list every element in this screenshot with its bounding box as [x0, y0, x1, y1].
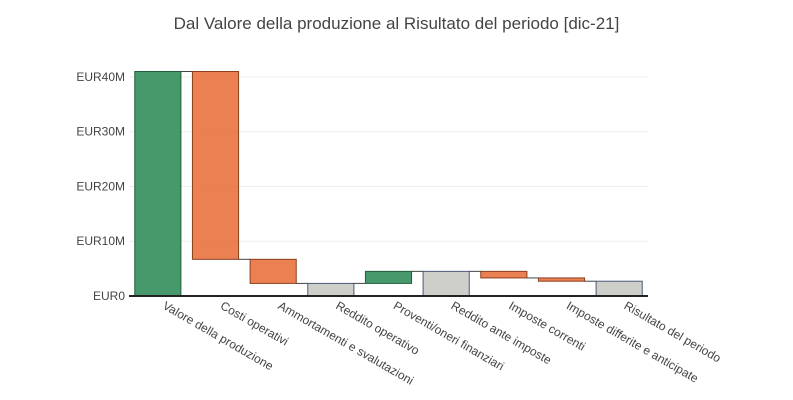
- waterfall-bar-total: [422, 270, 470, 297]
- chart-title: Dal Valore della produzione al Risultato…: [173, 14, 620, 33]
- waterfall-bar-total: [307, 282, 355, 297]
- waterfall-bar-decrease: [537, 277, 586, 282]
- bars: [134, 71, 643, 297]
- waterfall-bar-decrease: [191, 71, 240, 260]
- waterfall-bar-increase: [134, 71, 182, 297]
- y-axis-ticks: EUR0 EUR10M EUR20M EUR30M EUR40M: [76, 70, 125, 303]
- y-tick-label: EUR0: [93, 289, 125, 303]
- y-tick-label: EUR10M: [76, 234, 125, 248]
- y-tick-label: EUR20M: [76, 179, 125, 193]
- connectors: [180, 71, 597, 284]
- waterfall-bar-increase: [364, 270, 413, 284]
- waterfall-bar-decrease: [249, 258, 297, 284]
- y-tick-label: EUR40M: [76, 70, 125, 84]
- x-tick-label: Risultato del periodo: [622, 298, 724, 365]
- waterfall-bar-total: [595, 280, 643, 297]
- waterfall-bar-decrease: [480, 270, 528, 279]
- y-tick-label: EUR30M: [76, 125, 125, 139]
